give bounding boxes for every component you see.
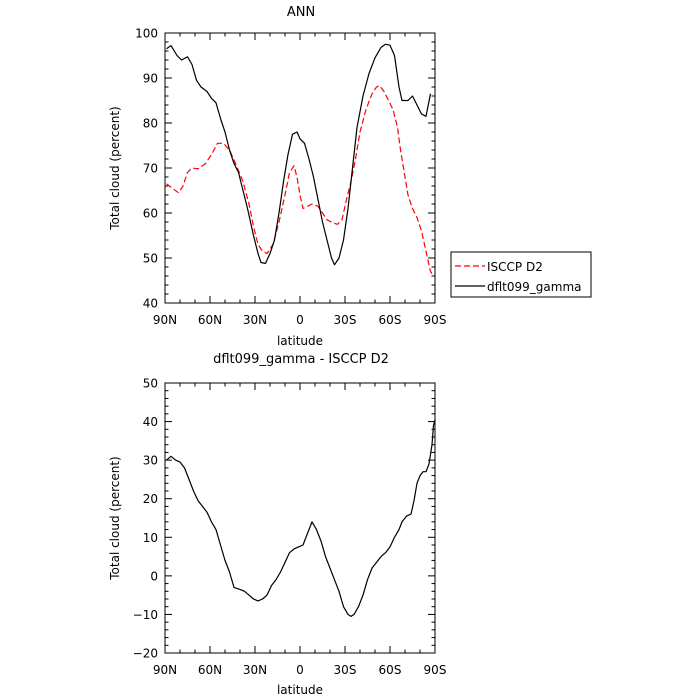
x-tick-label: 90N xyxy=(153,663,177,677)
y-tick-label: 40 xyxy=(143,297,158,311)
y-tick-label: 10 xyxy=(143,531,158,545)
x-tick-label: 90S xyxy=(424,663,447,677)
top-plot-lines xyxy=(166,43,434,277)
bottom-x-axis-label: latitude xyxy=(277,683,323,697)
legend-label-dflt: dflt099_gamma xyxy=(487,280,582,294)
x-tick-label: 0 xyxy=(296,313,304,327)
series-line-isccp-d2 xyxy=(166,85,434,277)
top-y-tick-labels: 40 50 60 70 80 90 100 xyxy=(135,27,158,311)
legend-label-isccp: ISCCP D2 xyxy=(487,260,543,274)
bottom-y-axis-label: Total cloud (percent) xyxy=(108,456,122,580)
bottom-chart-title: dflt099_gamma - ISCCP D2 xyxy=(213,352,389,367)
bottom-y-tick-labels: −20 −10 0 10 20 30 40 50 xyxy=(133,377,158,661)
bottom-x-tick-labels: 90N 60N 30N 0 30S 60S 90S xyxy=(153,663,447,677)
top-tick-marks xyxy=(164,32,436,304)
y-tick-label: 0 xyxy=(150,569,158,583)
x-tick-label: 30N xyxy=(243,663,267,677)
top-y-axis-label: Total cloud (percent) xyxy=(108,106,122,230)
top-chart-title: ANN xyxy=(287,5,315,20)
bottom-plot-frame xyxy=(164,382,436,654)
bottom-plot-lines xyxy=(166,419,436,618)
top-plot-frame xyxy=(164,32,436,304)
x-tick-label: 30S xyxy=(334,313,357,327)
x-tick-label: 60S xyxy=(379,313,402,327)
top-x-tick-labels: 90N 60N 30N 0 30S 60S 90S xyxy=(153,313,447,327)
y-tick-label: −20 xyxy=(133,647,158,661)
y-tick-label: 30 xyxy=(143,454,158,468)
x-tick-label: 90S xyxy=(424,313,447,327)
x-tick-label: 60S xyxy=(379,663,402,677)
y-tick-label: 70 xyxy=(143,162,158,176)
top-x-axis-label: latitude xyxy=(277,334,323,348)
legend: ISCCP D2 dflt099_gamma xyxy=(450,251,592,298)
y-tick-label: 50 xyxy=(143,252,158,266)
x-tick-label: 30N xyxy=(243,313,267,327)
x-tick-label: 0 xyxy=(296,663,304,677)
legend-box xyxy=(450,251,592,298)
bottom-tick-marks xyxy=(164,382,436,654)
x-tick-label: 30S xyxy=(334,663,357,677)
y-tick-label: 40 xyxy=(143,415,158,429)
series-line-dflt099-gamma xyxy=(166,43,432,266)
x-tick-label: 90N xyxy=(153,313,177,327)
x-tick-label: 60N xyxy=(198,663,222,677)
series-line-bot-0 xyxy=(166,419,436,618)
y-tick-label: 50 xyxy=(143,377,158,391)
y-tick-label: 100 xyxy=(135,27,158,41)
y-tick-label: 20 xyxy=(143,492,158,506)
y-tick-label: 90 xyxy=(143,72,158,86)
y-tick-label: 80 xyxy=(143,117,158,131)
bottom-panel: dflt099_gamma - ISCCP D2 −20 −10 0 10 20 30 40… xyxy=(108,352,446,697)
y-tick-label: 60 xyxy=(143,207,158,221)
x-tick-label: 60N xyxy=(198,313,222,327)
y-tick-label: −10 xyxy=(133,608,158,622)
